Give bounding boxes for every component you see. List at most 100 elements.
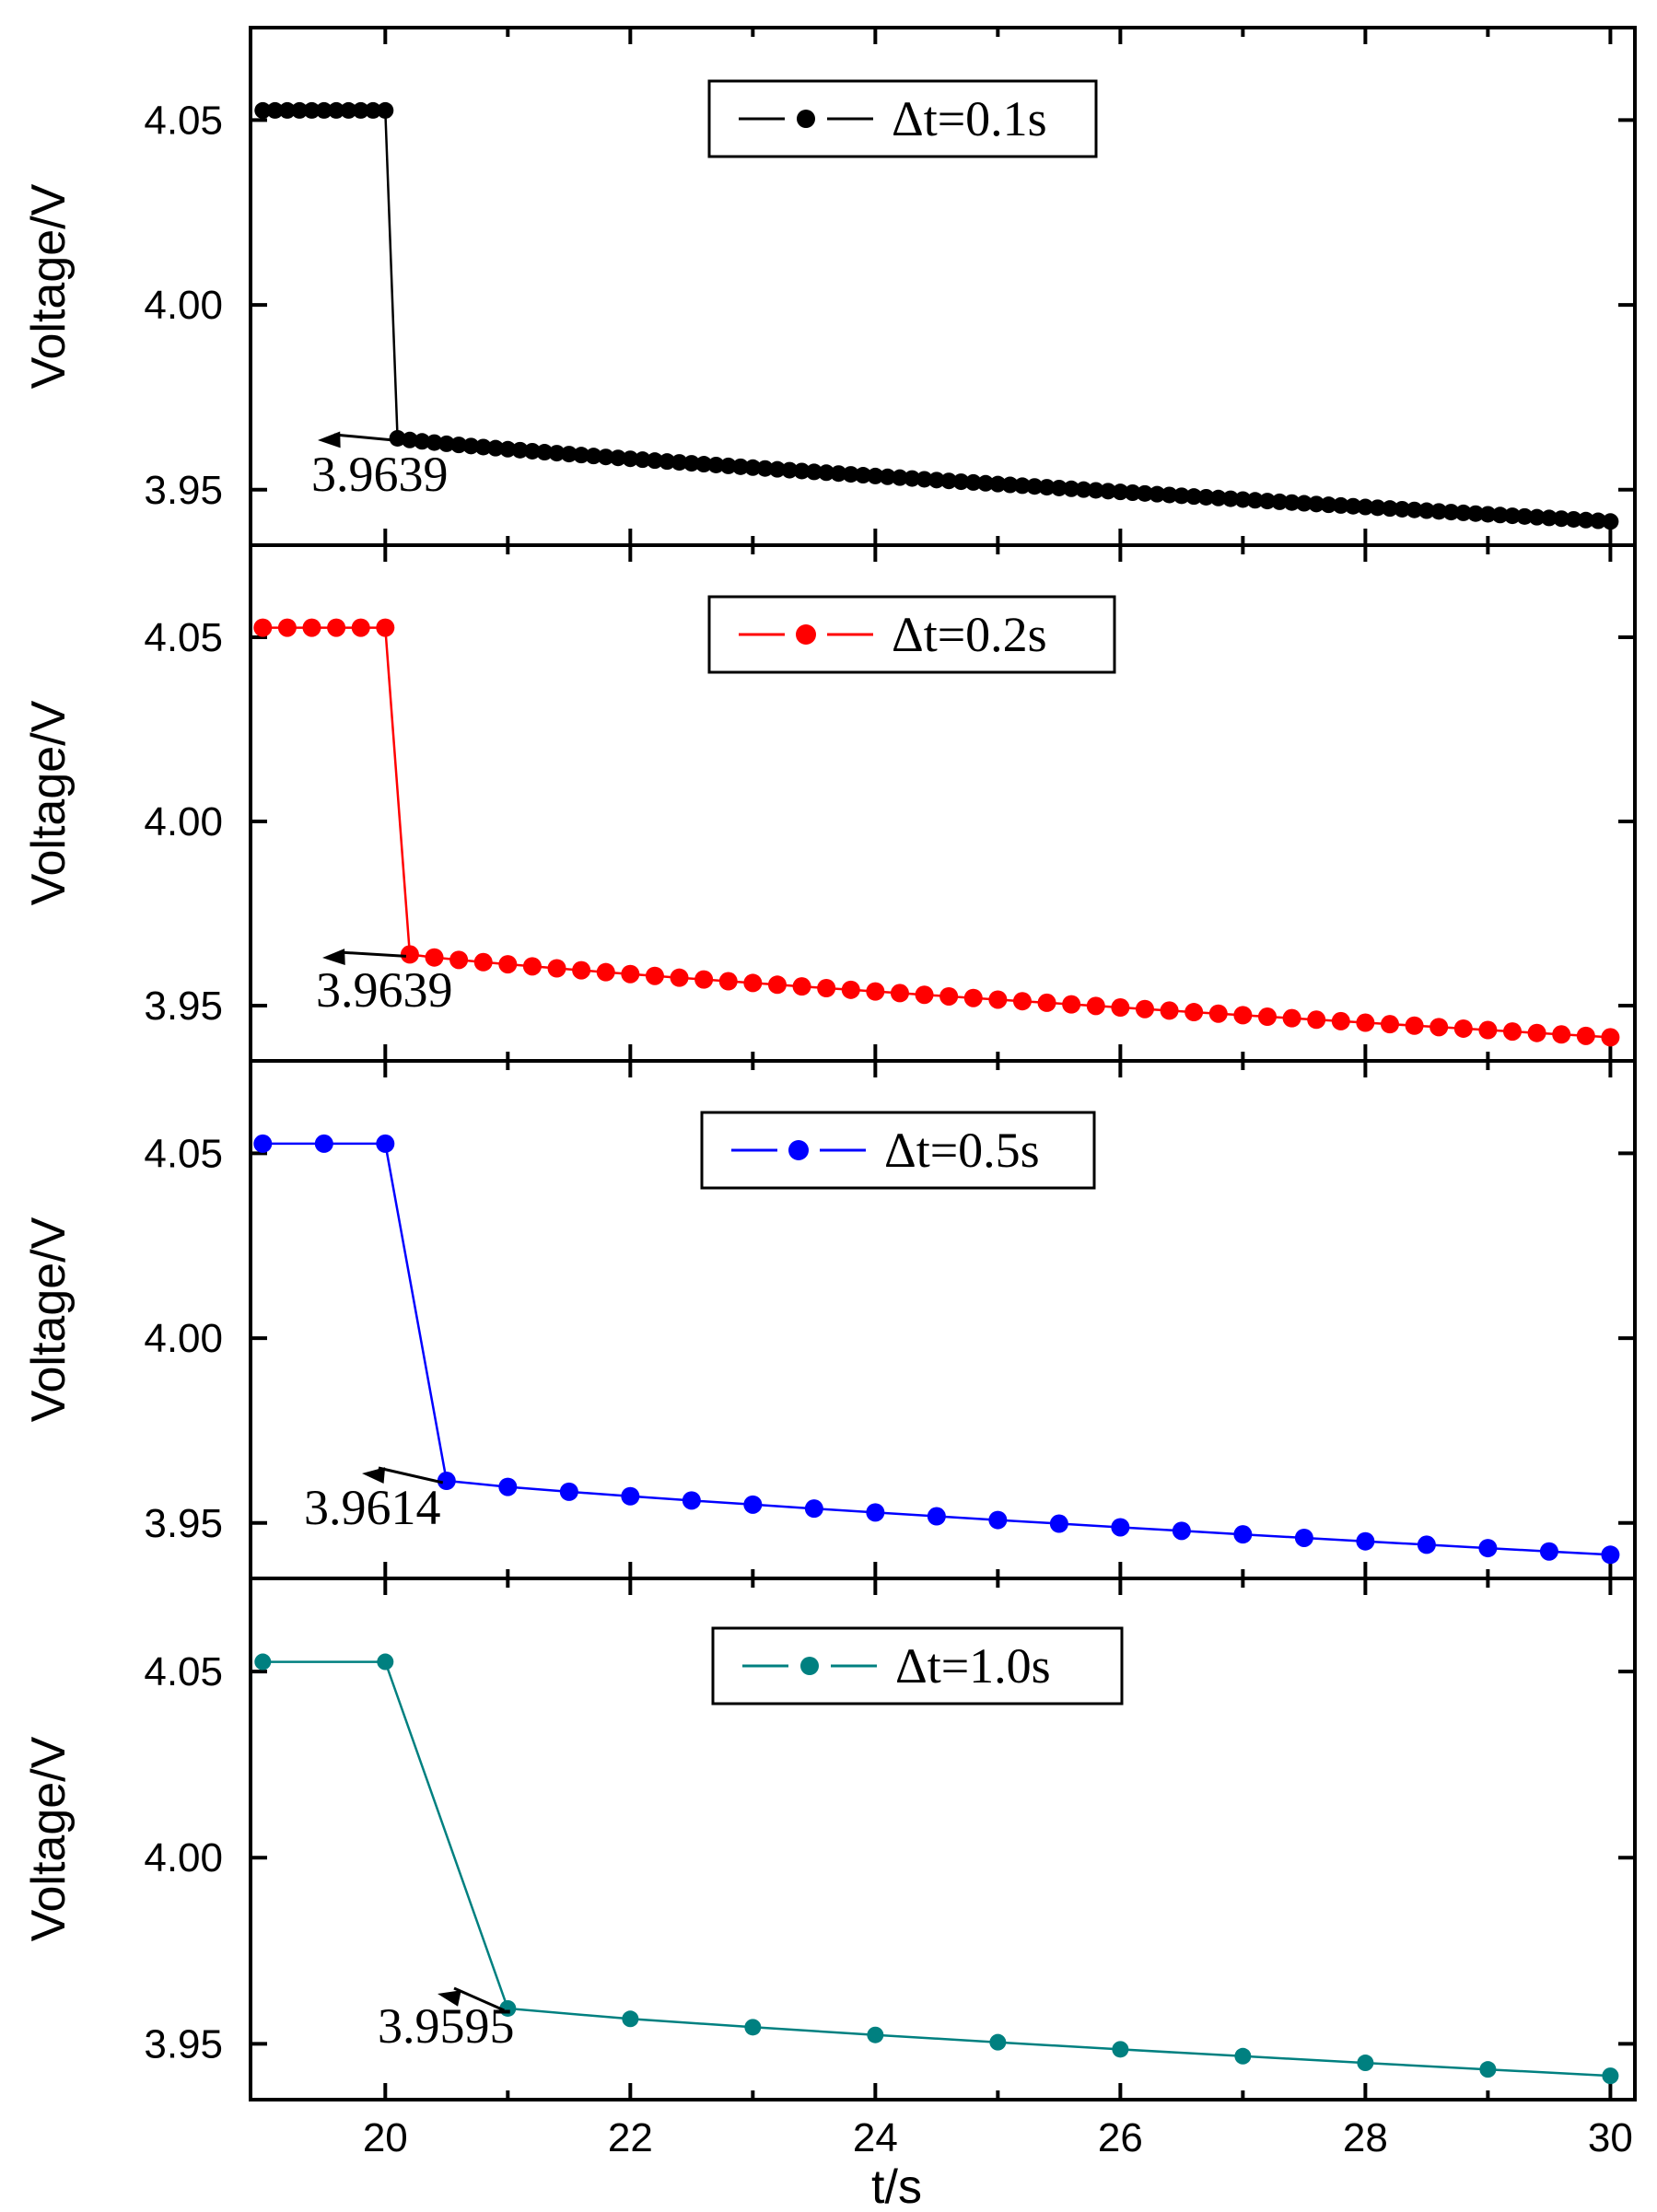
data-point	[1112, 483, 1129, 501]
data-point	[841, 980, 860, 999]
data-point	[1405, 1016, 1424, 1035]
data-point	[328, 101, 345, 119]
data-point	[891, 469, 908, 486]
data-point	[1026, 478, 1044, 495]
data-point	[1135, 999, 1154, 1019]
data-point	[1049, 1514, 1068, 1533]
data-point	[1380, 1015, 1399, 1034]
data-point	[988, 1510, 1008, 1530]
data-point	[253, 618, 273, 637]
data-point	[671, 454, 688, 472]
data-point	[1112, 2041, 1129, 2058]
data-point	[376, 618, 395, 637]
data-point	[1111, 1518, 1130, 1537]
data-point	[253, 1134, 273, 1153]
data-point	[597, 448, 614, 466]
data-point	[352, 101, 369, 119]
y-tick-label: 4.00	[144, 283, 223, 328]
data-point	[1429, 1018, 1449, 1037]
data-point	[805, 463, 823, 481]
data-point	[1417, 1535, 1436, 1554]
data-point	[315, 101, 333, 119]
data-point	[596, 962, 615, 982]
y-tick-label: 4.00	[144, 1835, 223, 1880]
data-point	[1075, 481, 1092, 498]
data-point	[1173, 487, 1190, 505]
data-point	[414, 433, 431, 450]
legend-marker	[797, 110, 815, 128]
legend-marker	[788, 1140, 809, 1160]
data-point	[1357, 498, 1374, 516]
data-point	[1100, 483, 1117, 500]
data-point	[928, 472, 945, 489]
data-point	[707, 456, 725, 473]
series-line-4	[263, 1660, 1611, 2078]
data-point	[915, 985, 934, 1005]
data-point	[1345, 497, 1362, 515]
data-point	[1136, 484, 1153, 502]
annotation-value: 3.9639	[316, 962, 453, 1018]
data-point	[1430, 503, 1448, 520]
data-point	[376, 1134, 395, 1153]
y-axis-title: Voltage/V	[22, 183, 76, 389]
data-point	[621, 964, 640, 984]
data-point	[1602, 2067, 1619, 2085]
y-axis-title: Voltage/V	[22, 1217, 76, 1422]
data-point	[645, 966, 664, 985]
x-tick-label: 22	[608, 2115, 653, 2160]
legend-label: Δt=1.0s	[895, 1638, 1051, 1694]
data-point	[1257, 1007, 1277, 1027]
data-point	[1037, 993, 1056, 1012]
plot-frame-4	[249, 1577, 1637, 2101]
data-point	[1540, 509, 1558, 527]
data-point	[952, 473, 970, 491]
data-point	[536, 444, 554, 461]
data-point	[927, 1507, 946, 1526]
data-point	[610, 449, 627, 467]
data-point	[474, 438, 492, 456]
data-point	[426, 434, 443, 451]
data-point	[842, 466, 859, 483]
data-point	[462, 437, 480, 455]
annotation-arrow-line	[378, 1466, 444, 1484]
data-point	[756, 460, 774, 477]
data-point	[634, 451, 651, 469]
data-point	[1418, 502, 1435, 519]
data-point	[1185, 488, 1203, 506]
data-point	[1357, 2055, 1374, 2072]
data-point	[866, 982, 885, 1001]
data-point	[340, 101, 357, 119]
x-tick-label: 24	[853, 2115, 898, 2160]
data-point	[1369, 499, 1386, 517]
data-point	[830, 465, 847, 483]
data-point	[622, 450, 639, 468]
data-point	[1086, 996, 1105, 1016]
data-point	[1394, 500, 1411, 518]
y-tick-label: 4.00	[144, 1316, 223, 1361]
data-point	[1590, 512, 1607, 530]
data-point	[1271, 493, 1289, 510]
data-point	[437, 1472, 456, 1491]
data-point	[793, 462, 811, 480]
annotation-arrow-line	[333, 433, 394, 442]
data-point	[695, 456, 713, 473]
y-axis-title: Voltage/V	[22, 700, 76, 905]
data-point	[1307, 1010, 1326, 1030]
annotation-arrow-line	[338, 950, 407, 958]
data-point	[314, 1134, 333, 1153]
annotation-arrow-line	[453, 1986, 505, 2012]
data-point	[303, 101, 321, 119]
legend-label: Δt=0.2s	[892, 607, 1047, 662]
data-point	[1552, 1025, 1571, 1044]
data-point	[523, 442, 541, 460]
data-point	[351, 618, 370, 637]
annotation-value: 3.9614	[304, 1480, 441, 1535]
legend-marker	[796, 624, 816, 645]
data-point	[879, 468, 896, 485]
data-point	[768, 460, 786, 478]
data-point	[498, 955, 518, 974]
data-point	[1467, 505, 1485, 522]
data-point	[1453, 1019, 1473, 1038]
data-point	[1331, 1011, 1350, 1030]
